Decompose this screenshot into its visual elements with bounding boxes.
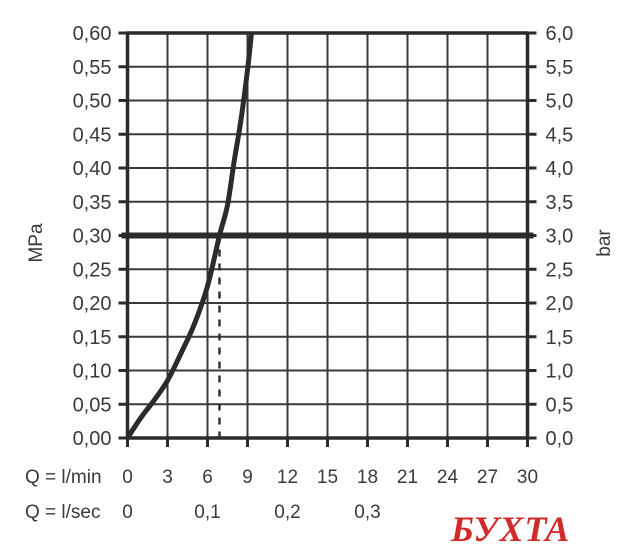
tick-label-right: 3,0 bbox=[546, 226, 574, 248]
bottom-axis-lmin-labels: 0 3 6 9 12 15 18 21 24 27 30 bbox=[122, 467, 538, 488]
tick-label-right: 5,0 bbox=[546, 91, 574, 113]
bottom-axis-lsec-labels: 0 0,1 0,2 0,3 bbox=[122, 502, 381, 523]
bottom-axis-ticks bbox=[126, 438, 529, 447]
tick-label-left: 0,60 bbox=[73, 23, 112, 45]
tick-label-lsec: 0,2 bbox=[274, 502, 300, 523]
tick-label-lmin: 15 bbox=[317, 467, 338, 488]
tick-label-right: 0,5 bbox=[546, 394, 574, 416]
tick-label-left: 0,20 bbox=[73, 293, 112, 315]
curve-path bbox=[127, 33, 254, 438]
pressure-loss-curve bbox=[127, 33, 254, 438]
tick-label-lmin: 9 bbox=[242, 467, 253, 488]
tick-label-left: 0,05 bbox=[73, 394, 112, 416]
tick-label-left: 0,45 bbox=[73, 124, 112, 146]
y-axis-title-bar: bar bbox=[594, 229, 615, 257]
tick-label-right: 1,5 bbox=[546, 327, 574, 349]
y-axis-title-mpa: MPa bbox=[26, 223, 47, 263]
tick-label-lmin: 0 bbox=[122, 467, 133, 488]
tick-label-right: 0,0 bbox=[546, 428, 574, 450]
tick-label-left: 0,40 bbox=[73, 158, 112, 180]
tick-label-left: 0,00 bbox=[73, 428, 112, 450]
left-axis-ticks bbox=[118, 31, 128, 440]
tick-label-lmin: 3 bbox=[162, 467, 173, 488]
watermark-bukhta: БУХТА bbox=[450, 509, 570, 549]
tick-label-left: 0,50 bbox=[73, 91, 112, 113]
tick-label-lmin: 24 bbox=[437, 467, 459, 488]
tick-label-lmin: 12 bbox=[277, 467, 298, 488]
row-label-litres-per-second: Q = l/sec bbox=[25, 502, 101, 523]
right-axis-tick-labels: 6,0 5,5 5,0 4,5 4,0 3,5 3,0 2,5 2,0 1,5 1,0 0,5 0,0 bbox=[546, 23, 574, 450]
tick-label-left: 0,10 bbox=[73, 361, 112, 383]
tick-label-right: 2,5 bbox=[546, 259, 574, 281]
tick-label-lmin: 18 bbox=[357, 467, 378, 488]
tick-label-right: 6,0 bbox=[546, 23, 574, 45]
tick-label-left: 0,15 bbox=[73, 327, 112, 349]
tick-label-right: 4,0 bbox=[546, 158, 574, 180]
tick-label-right: 3,5 bbox=[546, 192, 574, 214]
tick-label-lmin: 6 bbox=[202, 467, 213, 488]
left-axis-tick-labels: 0,60 0,55 0,50 0,45 0,40 0,35 0,30 0,25 0,20 0,15… bbox=[73, 23, 112, 450]
tick-label-lmin: 21 bbox=[397, 467, 418, 488]
tick-label-right: 5,5 bbox=[546, 57, 574, 79]
tick-label-left: 0,30 bbox=[73, 226, 112, 248]
tick-label-lmin: 27 bbox=[477, 467, 498, 488]
tick-label-left: 0,25 bbox=[73, 259, 112, 281]
right-axis-ticks bbox=[527, 31, 537, 440]
tick-label-right: 2,0 bbox=[546, 293, 574, 315]
tick-label-lsec: 0 bbox=[122, 502, 133, 523]
tick-label-lsec: 0,1 bbox=[194, 502, 220, 523]
row-label-litres-per-minute: Q = l/min bbox=[25, 467, 102, 488]
tick-label-left: 0,35 bbox=[73, 192, 112, 214]
tick-label-lmin: 30 bbox=[517, 467, 538, 488]
tick-label-right: 1,0 bbox=[546, 361, 574, 383]
tick-label-left: 0,55 bbox=[73, 57, 112, 79]
tick-label-right: 4,5 bbox=[546, 124, 574, 146]
tick-label-lsec: 0,3 bbox=[354, 502, 380, 523]
